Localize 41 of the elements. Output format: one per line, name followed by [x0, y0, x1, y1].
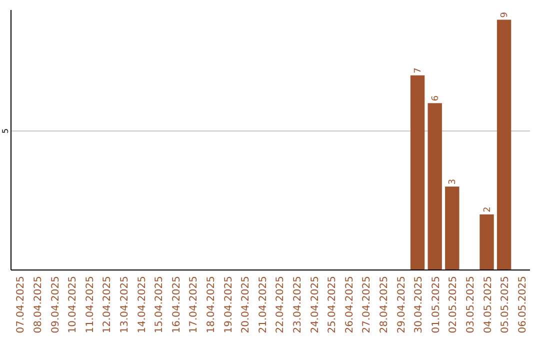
x-tick-label: 03.05.2025	[465, 276, 476, 334]
x-tick-label: 05.05.2025	[500, 276, 512, 334]
x-tick-label: 07.04.2025	[16, 276, 27, 334]
x-tick-label: 26.04.2025	[344, 276, 356, 334]
x-tick-label: 20.04.2025	[240, 276, 252, 334]
data-label: 2	[482, 206, 493, 212]
x-tick-label: 19.04.2025	[223, 276, 234, 334]
x-tick-label: 25.04.2025	[327, 276, 338, 334]
x-tick-label: 11.04.2025	[84, 276, 96, 334]
x-tick-label: 13.04.2025	[119, 276, 130, 334]
x-tick-label: 15.04.2025	[154, 276, 166, 334]
x-tick-label: 21.04.2025	[258, 276, 269, 334]
data-label: 3	[448, 178, 458, 185]
y-tick-label: 5	[1, 128, 10, 134]
x-tick-label: 23.04.2025	[292, 276, 304, 334]
data-label: 7	[414, 68, 424, 74]
x-tick-label: 28.04.2025	[378, 276, 390, 334]
bar	[445, 186, 460, 270]
x-tick-label: 16.04.2025	[171, 276, 182, 334]
x-tick-label: 24.04.2025	[310, 276, 321, 334]
data-label: 9	[500, 12, 510, 18]
bar	[428, 103, 442, 270]
x-tick-label: 09.04.2025	[50, 276, 62, 334]
x-tick-label: 01.05.2025	[430, 276, 442, 334]
x-tick-label: 06.05.2025	[517, 276, 528, 334]
x-tick-label: 22.04.2025	[275, 276, 286, 334]
x-tick-label: 10.04.2025	[68, 276, 79, 334]
x-tick-label: 14.04.2025	[136, 276, 148, 334]
x-tick-label: 29.04.2025	[396, 276, 408, 334]
x-tick-label: 08.04.2025	[32, 276, 44, 334]
x-tick-label: 30.04.2025	[414, 276, 425, 334]
data-label: 6	[430, 95, 441, 102]
x-tick-label: 17.04.2025	[188, 276, 200, 334]
x-tick-label: 18.04.2025	[206, 276, 217, 334]
x-tick-label: 04.05.2025	[482, 276, 494, 334]
bar	[496, 20, 512, 270]
bar	[410, 75, 425, 270]
x-tick-label: 02.05.2025	[448, 276, 460, 334]
bar	[480, 214, 494, 270]
x-tick-label: 12.04.2025	[102, 276, 114, 334]
x-tick-label: 27.04.2025	[362, 276, 373, 334]
